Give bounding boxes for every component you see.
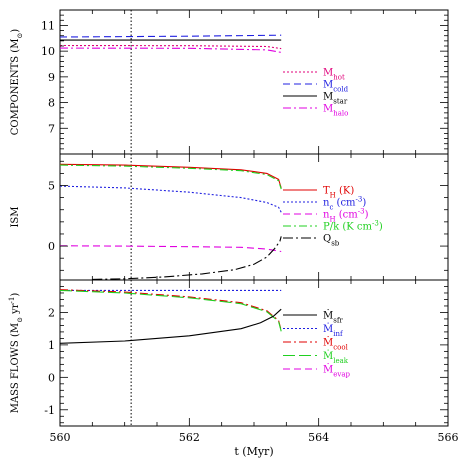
x-tick-label: 562 (179, 431, 200, 444)
panel-frames (59, 9, 449, 427)
legend-label-ism-1: nc (cm-3) (323, 196, 366, 212)
y-tick-label: 8 (48, 97, 55, 110)
y-tick-label: 5 (48, 180, 55, 193)
series-line-components-0 (60, 34, 282, 38)
x-tick-label: 560 (50, 431, 71, 444)
series-line-components-2 (60, 44, 282, 50)
x-tick-label: 564 (308, 431, 329, 444)
series-line-flows-2 (60, 289, 282, 332)
legend-label-ism-4: Qsb (323, 234, 340, 248)
legend-label-ism-3: P/k (K cm-3) (323, 220, 383, 233)
y-tick-label: 10 (41, 45, 55, 58)
series-line-flows-1 (60, 289, 282, 331)
legend-label-components-0: Mhot (323, 68, 345, 82)
series-line-ism-2 (60, 185, 282, 213)
panel-frame-components (59, 9, 449, 155)
y-tick-label: 7 (48, 122, 55, 135)
y-tick-label: 0 (48, 240, 55, 253)
y-tick-label: 2 (48, 306, 55, 319)
legend-label-components-2: Mstar (323, 92, 348, 106)
series-line-components-3 (60, 47, 282, 53)
ticks: 7 8 9 10 11 0 5 -1 0 1 2 560 562 564 566 (41, 9, 458, 444)
x-axis-label: t (Myr) (234, 445, 273, 458)
legend-label-ism-0: TH (K) (323, 186, 354, 200)
y-tick-label: 1 (48, 339, 55, 352)
series-line-ism-1 (60, 164, 282, 190)
legend-label-flows-4: Ṁevap (323, 364, 351, 379)
axis-labels: COMPONENTS (M⊙) ISM MASS FLOWS (M⊙ yr-1) t … (8, 29, 274, 458)
y-tick-label: 9 (48, 71, 55, 84)
legend-label-flows-0: Ṁsfr (323, 310, 343, 325)
y-axis-label-flows: MASS FLOWS (M⊙ yr-1) (8, 293, 24, 414)
series-line-flows-3 (60, 308, 282, 344)
y-axis-label-components: COMPONENTS (M⊙) (10, 29, 24, 136)
x-tick-label: 566 (438, 431, 458, 444)
y-tick-label: 11 (41, 19, 55, 32)
y-tick-label: -1 (44, 404, 55, 417)
y-tick-label: 0 (48, 371, 55, 384)
panel-frame-flows (59, 279, 449, 427)
series-line-ism-3 (60, 245, 282, 253)
series-lines (60, 10, 282, 426)
y-axis-label-ism: ISM (10, 206, 21, 227)
series-line-ism-4 (92, 236, 282, 280)
legend-label-flows-3: Ṁleak (323, 350, 349, 365)
legend-label-flows-2: Ṁcool (323, 337, 349, 352)
legend-label-components-1: Mcold (323, 80, 349, 94)
legend-label-ism-2: nH (cm-3) (323, 208, 369, 224)
legend-label-flows-1: Ṁinf (323, 323, 344, 338)
legend-label-components-3: Mhalo (323, 104, 348, 118)
series-line-ism-0 (60, 163, 282, 189)
